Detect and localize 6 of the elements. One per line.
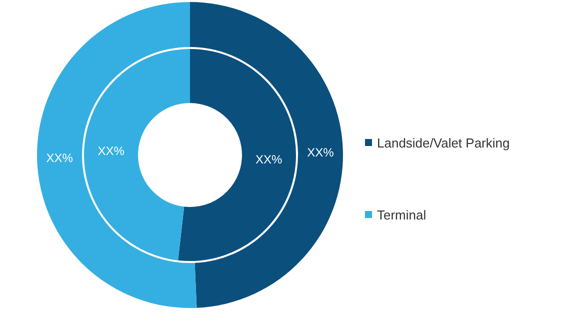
- data-label: XX%: [256, 152, 283, 167]
- data-label: XX%: [46, 151, 74, 166]
- data-label: XX%: [98, 144, 125, 158]
- data-label: XX%: [307, 145, 334, 160]
- legend-label: Terminal: [377, 208, 426, 223]
- legend-label: Landside/Valet Parking: [377, 136, 510, 151]
